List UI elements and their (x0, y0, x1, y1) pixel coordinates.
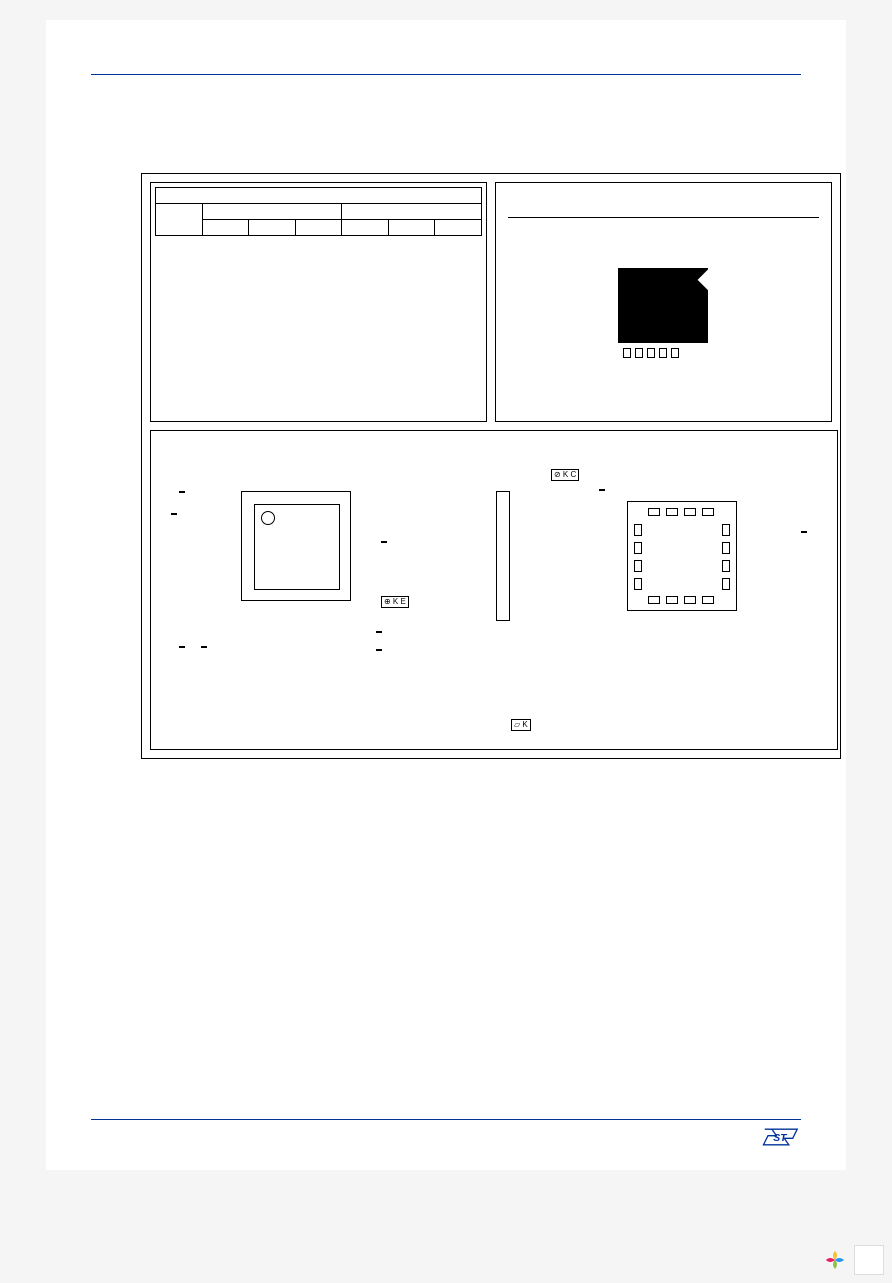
page-container: ⊕ K E ▱ K ⊘ K C (46, 20, 846, 1170)
pad (722, 524, 730, 536)
svg-text:ST: ST (773, 1133, 788, 1144)
figure-caption (141, 156, 801, 171)
chip-pins (623, 348, 679, 358)
gd-seating-K: ▱ K (511, 719, 531, 731)
header-row (91, 70, 801, 75)
gd-KC-box: ⊘ K C (551, 469, 579, 481)
pad (702, 508, 714, 516)
top-view-inner (254, 504, 340, 590)
dimensions-table (155, 187, 482, 236)
st-logo-icon: ST (761, 1124, 801, 1150)
pad (648, 508, 660, 516)
th-mm (202, 204, 342, 220)
pad (666, 596, 678, 604)
gd-R-box (179, 491, 185, 493)
th-inch (342, 204, 482, 220)
th-ref (156, 204, 203, 236)
side-view-outline (496, 491, 510, 621)
outline-panel (495, 182, 832, 422)
th-mm-max (295, 220, 342, 236)
gd-D-box-right (801, 531, 807, 533)
th-mm-min (202, 220, 249, 236)
pad (702, 596, 714, 604)
top-view-outline (241, 491, 351, 601)
next-page-button[interactable] (854, 1245, 884, 1275)
pad (648, 596, 660, 604)
top-panels (150, 182, 832, 422)
gd-K-box (171, 513, 177, 515)
pad (634, 542, 642, 554)
pad (634, 578, 642, 590)
outline-title (508, 195, 819, 218)
pad (666, 508, 678, 516)
chip-graphic (603, 258, 723, 358)
drawing-panel: ⊕ K E ▱ K ⊘ K C (150, 430, 838, 750)
dimensions-panel (150, 182, 487, 422)
gd-D-vert (376, 631, 382, 633)
nav-footer (820, 1245, 884, 1275)
gd-E-box-right (599, 489, 605, 491)
gd-R-box-2 (179, 646, 185, 648)
app-icon[interactable] (820, 1245, 850, 1275)
pin1-dot-icon (261, 511, 275, 525)
pad (684, 596, 696, 604)
chip-body (618, 268, 708, 343)
gd-D-box (381, 541, 387, 543)
gd-K-vert (376, 649, 382, 651)
pad (634, 524, 642, 536)
pad (722, 542, 730, 554)
th-mm-typ (249, 220, 296, 236)
th-in-min (342, 220, 389, 236)
gd-K-E-box: ⊕ K E (381, 596, 409, 608)
section-title (91, 105, 801, 131)
pad (634, 560, 642, 572)
pad (722, 578, 730, 590)
pad (684, 508, 696, 516)
th-dimensions (156, 188, 482, 204)
footer-row: ST (91, 1119, 801, 1150)
bottom-view-outline (627, 501, 737, 611)
th-in-max (435, 220, 482, 236)
gd-E-box (201, 646, 207, 648)
figure-box: ⊕ K E ▱ K ⊘ K C (141, 173, 841, 759)
pad (722, 560, 730, 572)
th-in-typ (388, 220, 435, 236)
